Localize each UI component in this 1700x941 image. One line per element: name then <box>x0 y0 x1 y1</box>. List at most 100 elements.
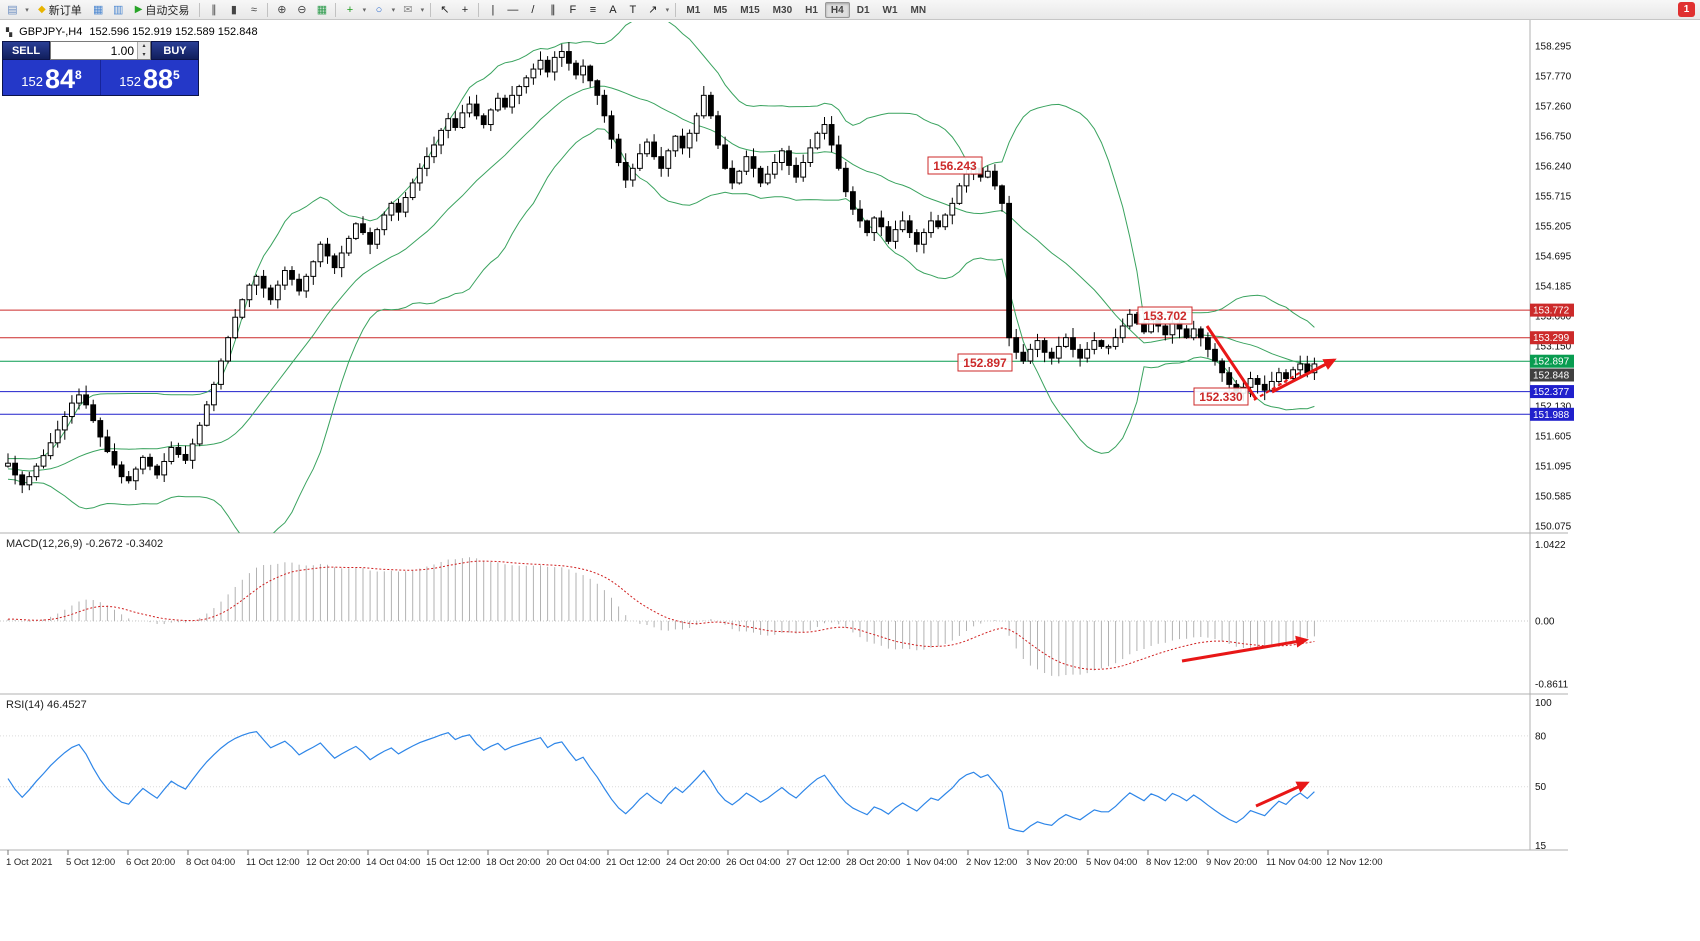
svg-text:155.715: 155.715 <box>1535 192 1572 203</box>
templates-icon[interactable]: ✉ <box>403 4 413 16</box>
callout-153.702[interactable] <box>1137 306 1193 325</box>
svg-text:3 Nov 20:00: 3 Nov 20:00 <box>1026 857 1077 868</box>
autotrade-button[interactable]: ▶ 自动交易 <box>129 1 196 18</box>
timeframe-m30-button[interactable]: M30 <box>772 4 793 16</box>
arrows-tool-icon[interactable]: ↗ <box>648 4 658 16</box>
annotation-arrow-main[interactable] <box>1205 325 1258 400</box>
sell-price[interactable]: 152 84 8 <box>3 60 101 95</box>
svg-text:15 Oct 12:00: 15 Oct 12:00 <box>426 857 480 868</box>
time-scale: 1 Oct 2021 5 Oct 12:00 6 Oct 20:00 8 Oct 04… <box>6 850 1383 868</box>
shapes-icon[interactable]: ≡ <box>589 4 597 16</box>
zoom-in-icon[interactable]: ⊕ <box>277 4 287 16</box>
sell-button[interactable]: SELL <box>2 41 50 60</box>
svg-text:11 Nov 04:00: 11 Nov 04:00 <box>1266 857 1322 868</box>
svg-text:2 Nov 12:00: 2 Nov 12:00 <box>966 857 1017 868</box>
svg-text:8 Oct 04:00: 8 Oct 04:00 <box>186 857 235 868</box>
svg-text:151.095: 151.095 <box>1535 462 1572 473</box>
notification-badge[interactable]: 1 <box>1678 2 1695 17</box>
volume-down-button[interactable]: ▾ <box>138 50 150 59</box>
annotation-arrow-main[interactable] <box>1271 358 1337 394</box>
annotation-arrow-macd[interactable] <box>1181 635 1309 663</box>
new-order-button[interactable]: ◆ 新订单 <box>32 1 88 18</box>
new-order-button-label: 新订单 <box>48 4 82 17</box>
trendline-icon[interactable]: / <box>531 4 535 16</box>
market-watch-icon[interactable]: ▦ <box>93 4 104 16</box>
annotations[interactable] <box>1181 325 1337 808</box>
svg-text:9 Nov 20:00: 9 Nov 20:00 <box>1206 857 1257 868</box>
volume-up-button[interactable]: ▴ <box>138 42 150 51</box>
svg-text:153.150: 153.150 <box>1535 342 1572 353</box>
svg-text:155.205: 155.205 <box>1535 222 1572 233</box>
data-window-icon[interactable]: ▥ <box>113 4 124 16</box>
svg-text:152.130: 152.130 <box>1535 402 1572 413</box>
svg-text:27 Oct 12:00: 27 Oct 12:00 <box>786 857 840 868</box>
svg-text:152.848: 152.848 <box>1533 371 1570 382</box>
svg-text:152.897: 152.897 <box>1533 357 1570 368</box>
autotrade-button-label: 自动交易 <box>145 4 190 17</box>
svg-text:5 Oct 12:00: 5 Oct 12:00 <box>66 857 115 868</box>
timeframe-m1-button[interactable]: M1 <box>686 4 701 16</box>
line-chart-icon[interactable]: ≈ <box>250 4 257 16</box>
timeframe-d1-button[interactable]: D1 <box>856 4 870 16</box>
chart-canvas[interactable]: 158.295 157.770 157.260 156.750 156.240 155.7… <box>0 20 1700 941</box>
callout-152.330[interactable] <box>1193 387 1249 406</box>
svg-text:151.988: 151.988 <box>1533 410 1570 421</box>
callout-156.243[interactable] <box>927 156 983 175</box>
macd-title: MACD(12,26,9) -0.2672 -0.3402 <box>6 538 163 550</box>
svg-text:28 Oct 20:00: 28 Oct 20:00 <box>846 857 900 868</box>
channel-icon[interactable]: ∥ <box>550 4 556 16</box>
timeframe-w1-button[interactable]: W1 <box>882 4 898 16</box>
timeframe-h1-button[interactable]: H1 <box>805 4 818 16</box>
svg-text:0.00: 0.00 <box>1535 617 1555 628</box>
horizontal-line-icon[interactable]: — <box>507 4 519 16</box>
svg-text:18 Oct 20:00: 18 Oct 20:00 <box>486 857 540 868</box>
indicators-add-icon[interactable]: + <box>346 4 354 16</box>
bar-chart-icon[interactable]: ∥ <box>211 4 217 16</box>
templates-caret[interactable]: ▾ <box>420 6 425 14</box>
buy-button[interactable]: BUY <box>151 41 199 60</box>
buy-price-sup: 5 <box>173 68 180 82</box>
svg-text:154.695: 154.695 <box>1535 252 1572 263</box>
buy-price[interactable]: 152 88 5 <box>101 60 198 95</box>
horizontal-lines <box>0 309 1530 415</box>
fibonacci-icon[interactable]: F <box>569 4 577 16</box>
main-toolbar: ▤ ▾ ◆ 新订单 ▦ ▥ ▶ 自动交易 ∥ ▮ ≈ ⊕ ⊖ ▦ + ▾ ○ ▾ ✉ ▾ ↖ + | — / ∥ F ≡ A T ↗ ▾ M1 M… <box>0 0 1700 20</box>
candlestick-chart-icon[interactable]: ▮ <box>230 4 237 16</box>
period-selector-icon[interactable]: ○ <box>375 4 383 16</box>
indicators-caret[interactable]: ▾ <box>362 6 367 14</box>
timeframe-m5-button[interactable]: M5 <box>713 4 728 16</box>
svg-text:11 Oct 12:00: 11 Oct 12:00 <box>246 857 300 868</box>
svg-text:6 Oct 20:00: 6 Oct 20:00 <box>126 857 175 868</box>
buy-price-main: 152 <box>119 74 141 89</box>
chart-region: 158.295 157.770 157.260 156.750 156.240 155.7… <box>0 20 1700 941</box>
volume-input[interactable]: 1.00 <box>110 44 134 58</box>
annotation-arrow-rsi[interactable] <box>1255 781 1310 808</box>
zoom-out-icon[interactable]: ⊖ <box>297 4 307 16</box>
tile-windows-icon[interactable]: ▦ <box>316 4 328 16</box>
svg-text:152.330: 152.330 <box>1199 390 1243 404</box>
timeframe-mn-button[interactable]: MN <box>910 4 927 16</box>
svg-text:26 Oct 04:00: 26 Oct 04:00 <box>726 857 780 868</box>
cursor-icon[interactable]: ↖ <box>440 4 450 16</box>
period-caret[interactable]: ▾ <box>391 6 396 14</box>
toolbar-separator <box>199 2 201 17</box>
arrows-tool-caret[interactable]: ▾ <box>665 6 670 14</box>
svg-text:1 Nov 04:00: 1 Nov 04:00 <box>906 857 957 868</box>
callout-152.897[interactable] <box>957 353 1013 372</box>
svg-text:-0.8611: -0.8611 <box>1535 680 1569 691</box>
svg-text:158.295: 158.295 <box>1535 42 1572 53</box>
toolbar-separator <box>267 2 269 17</box>
timeframe-m15-button[interactable]: M15 <box>740 4 760 16</box>
text-icon[interactable]: A <box>609 4 617 16</box>
svg-text:153.660: 153.660 <box>1535 312 1572 323</box>
trade-panel-prices: 152 84 8 152 88 5 <box>2 60 199 96</box>
rsi-panel <box>0 730 1530 833</box>
new-chart-icon[interactable]: ▤ <box>7 4 18 16</box>
vertical-line-icon[interactable]: | <box>491 4 495 16</box>
price-tags: 153.772 153.299 152.897 152.377 151.988 152.8… <box>1530 303 1574 421</box>
label-icon[interactable]: T <box>629 4 637 16</box>
timeframe-h4-button[interactable]: H4 <box>824 1 850 18</box>
crosshair-icon[interactable]: + <box>461 4 469 16</box>
annotation-arrow-main[interactable] <box>1253 371 1302 401</box>
new-chart-caret[interactable]: ▾ <box>25 6 29 14</box>
